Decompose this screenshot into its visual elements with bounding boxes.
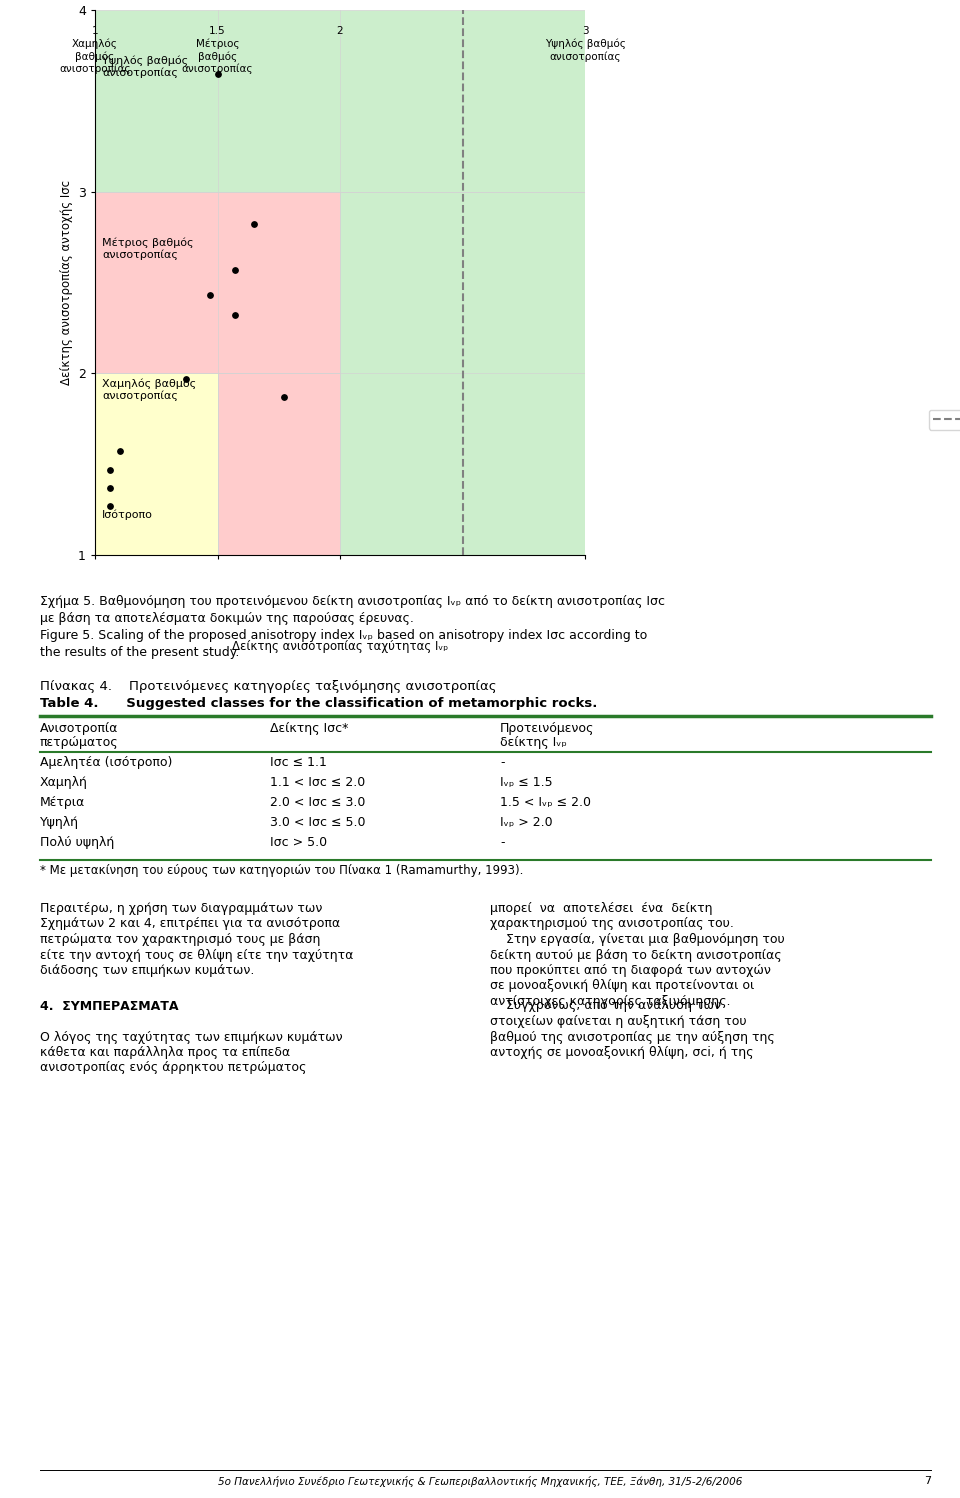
Text: 1.5 < Iᵥₚ ≤ 2.0: 1.5 < Iᵥₚ ≤ 2.0 [500, 795, 591, 809]
Text: Στην εργασία, γίνεται μια βαθμονόμηση του: Στην εργασία, γίνεται μια βαθμονόμηση το… [490, 933, 784, 947]
Text: αντίστοιχες κατηγορίες ταξινόμησης.: αντίστοιχες κατηγορίες ταξινόμησης. [490, 995, 731, 1008]
Text: ανισοτροπίας ενός άρρηκτου πετρώματος: ανισοτροπίας ενός άρρηκτου πετρώματος [40, 1062, 306, 1074]
Text: δείκτη αυτού με βάση το δείκτη ανισοτροπίας: δείκτη αυτού με βάση το δείκτη ανισοτροπ… [490, 948, 781, 962]
Text: δείκτης Iᵥₚ: δείκτης Iᵥₚ [500, 736, 566, 749]
Text: Υψηλός βαθμός
ανισοτροπίας: Υψηλός βαθμός ανισοτροπίας [103, 55, 188, 78]
Text: Περαιτέρω, η χρήση των διαγραμμάτων των: Περαιτέρω, η χρήση των διαγραμμάτων των [40, 902, 323, 915]
Text: 3.0 < Iσc ≤ 5.0: 3.0 < Iσc ≤ 5.0 [270, 816, 366, 828]
Point [247, 213, 262, 237]
Text: Πολύ υψηλή: Πολύ υψηλή [40, 836, 114, 849]
Bar [340, 192, 585, 554]
Text: Προτεινόμενος: Προτεινόμενος [500, 722, 594, 736]
Text: διάδοσης των επιμήκων κυμάτων.: διάδοσης των επιμήκων κυμάτων. [40, 965, 254, 977]
Text: Δείκτης Iσc*: Δείκτης Iσc* [270, 722, 348, 736]
Text: Σχήμα 5. Βαθμονόμηση του προτεινόμενου δείκτη ανισοτροπίας Iᵥₚ από το δείκτη ανι: Σχήμα 5. Βαθμονόμηση του προτεινόμενου δ… [40, 595, 665, 608]
Point [111, 439, 127, 463]
Bar [95, 192, 340, 373]
Text: Πίνακας 4.    Προτεινόμενες κατηγορίες ταξινόμησης ανισοτροπίας: Πίνακας 4. Προτεινόμενες κατηγορίες ταξι… [40, 680, 496, 694]
Text: Συγχρόνως, από την ανάλυση των: Συγχρόνως, από την ανάλυση των [490, 999, 721, 1013]
Text: 7: 7 [924, 1476, 931, 1486]
Text: Iσc > 5.0: Iσc > 5.0 [270, 836, 327, 849]
Point [227, 303, 242, 327]
Point [102, 494, 117, 518]
Text: πετρώματος: πετρώματος [40, 736, 119, 749]
Text: Μέτριος βαθμός
ανισοτροπίας: Μέτριος βαθμός ανισοτροπίας [103, 237, 194, 259]
Text: Υψηλή: Υψηλή [40, 816, 79, 828]
Point [102, 457, 117, 481]
Text: Μέτρια: Μέτρια [40, 795, 85, 809]
Text: Αμελητέα (ισότροπο): Αμελητέα (ισότροπο) [40, 756, 173, 768]
Text: είτε την αντοχή τους σε θλίψη είτε την ταχύτητα: είτε την αντοχή τους σε θλίψη είτε την τ… [40, 948, 353, 962]
Text: Χαμηλή: Χαμηλή [40, 776, 88, 789]
Point [227, 258, 242, 282]
Bar [218, 373, 340, 554]
Text: με βάση τα αποτελέσματα δοκιμών της παρούσας έρευνας.: με βάση τα αποτελέσματα δοκιμών της παρο… [40, 613, 414, 625]
Text: χαρακτηρισμού της ανισοτροπίας του.: χαρακτηρισμού της ανισοτροπίας του. [490, 917, 733, 930]
Text: που προκύπτει από τη διαφορά των αντοχών: που προκύπτει από τη διαφορά των αντοχών [490, 965, 771, 977]
Legend: Μη καθορισμένο όριο: Μη καθορισμένο όριο [929, 410, 960, 430]
Text: πετρώματα τον χαρακτηρισμό τους με βάση: πετρώματα τον χαρακτηρισμό τους με βάση [40, 933, 321, 947]
Text: 1
Χαμηλός
βαθμός
ανισοτροπίας: 1 Χαμηλός βαθμός ανισοτροπίας [60, 27, 131, 75]
Text: Table 4.      Suggested classes for the classification of metamorphic rocks.: Table 4. Suggested classes for the class… [40, 697, 597, 710]
Bar [95, 10, 585, 192]
Text: Χαμηλός βαθμός
ανισοτροπίας: Χαμηλός βαθμός ανισοτροπίας [103, 379, 197, 401]
Text: βαθμού της ανισοτροπίας με την αύξηση της: βαθμού της ανισοτροπίας με την αύξηση τη… [490, 1031, 775, 1044]
Text: σε μονοαξονική θλίψη και προτείνονται οι: σε μονοαξονική θλίψη και προτείνονται οι [490, 980, 755, 993]
Text: -: - [500, 836, 505, 849]
Text: 4.  ΣΥΜΠΕΡΑΣΜΑΤΑ: 4. ΣΥΜΠΕΡΑΣΜΑΤΑ [40, 999, 179, 1013]
Text: 1.5
Μέτριος
βαθμός
ανισοτροπίας: 1.5 Μέτριος βαθμός ανισοτροπίας [181, 27, 253, 75]
Point [210, 61, 226, 85]
Text: 2: 2 [337, 27, 344, 36]
Text: Iᵥₚ ≤ 1.5: Iᵥₚ ≤ 1.5 [500, 776, 553, 789]
Point [203, 283, 218, 307]
Text: Iσc ≤ 1.1: Iσc ≤ 1.1 [270, 756, 326, 768]
Text: -: - [500, 756, 505, 768]
Text: κάθετα και παράλληλα προς τα επίπεδα: κάθετα και παράλληλα προς τα επίπεδα [40, 1046, 290, 1059]
Bar [95, 373, 218, 554]
Text: Ανισοτροπία: Ανισοτροπία [40, 722, 118, 736]
Text: αντοχής σε μονοαξονική θλίψη, σci, ή της: αντοχής σε μονοαξονική θλίψη, σci, ή της [490, 1046, 754, 1059]
Text: 5ο Πανελλήνιο Συνέδριο Γεωτεχνικής & Γεωπεριβαλλοντικής Μηχανικής, ΤΕΕ, Ξάνθη, 3: 5ο Πανελλήνιο Συνέδριο Γεωτεχνικής & Γεω… [218, 1476, 742, 1488]
Y-axis label: Δείκτης ανισοτροπίας αντοχής Iσc: Δείκτης ανισοτροπίας αντοχής Iσc [60, 180, 73, 385]
Text: Figure 5. Scaling of the proposed anisotropy index Iᵥₚ based on anisotropy index: Figure 5. Scaling of the proposed anisot… [40, 629, 647, 643]
Text: στοιχείων φαίνεται η αυξητική τάση του: στοιχείων φαίνεται η αυξητική τάση του [490, 1016, 747, 1028]
Text: μπορεί  να  αποτελέσει  ένα  δείκτη: μπορεί να αποτελέσει ένα δείκτη [490, 902, 712, 915]
Point [178, 367, 193, 391]
Text: 1.1 < Iσc ≤ 2.0: 1.1 < Iσc ≤ 2.0 [270, 776, 365, 789]
Text: Ο λόγος της ταχύτητας των επιμήκων κυμάτων: Ο λόγος της ταχύτητας των επιμήκων κυμάτ… [40, 1031, 343, 1044]
X-axis label: Δείκτης ανισοτροπίας ταχύτητας Iᵥₚ: Δείκτης ανισοτροπίας ταχύτητας Iᵥₚ [232, 641, 448, 653]
Point [276, 385, 291, 409]
Text: the results of the present study.: the results of the present study. [40, 646, 239, 659]
Text: 2.0 < Iσc ≤ 3.0: 2.0 < Iσc ≤ 3.0 [270, 795, 366, 809]
Text: 3
Υψηλός βαθμός
ανισοτροπίας: 3 Υψηλός βαθμός ανισοτροπίας [544, 27, 625, 61]
Text: Iᵥₚ > 2.0: Iᵥₚ > 2.0 [500, 816, 553, 828]
Text: Ισότροπο: Ισότροπο [103, 509, 154, 520]
Text: * Με μετακίνηση του εύρους των κατηγοριών του Πίνακα 1 (Ramamurthy, 1993).: * Με μετακίνηση του εύρους των κατηγοριώ… [40, 864, 523, 876]
Point [102, 476, 117, 500]
Text: Σχημάτων 2 και 4, επιτρέπει για τα ανισότροπα: Σχημάτων 2 και 4, επιτρέπει για τα ανισό… [40, 917, 340, 930]
